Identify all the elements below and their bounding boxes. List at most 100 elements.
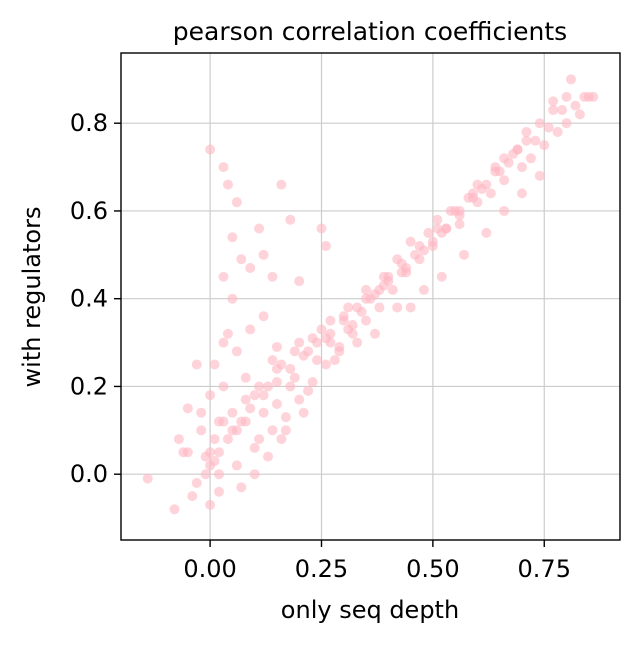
scatter-point xyxy=(285,214,296,225)
x-tick-label: 0.75 xyxy=(518,555,571,583)
scatter-point xyxy=(222,328,233,339)
scatter-point xyxy=(369,328,380,339)
scatter-point xyxy=(548,105,559,116)
scatter-point xyxy=(557,105,568,116)
scatter-point xyxy=(512,144,523,155)
scatter-point xyxy=(276,434,287,445)
scatter-point xyxy=(245,403,256,414)
tick-layer: 0.00 0.25 0.50 0.75 0.0 0.2 0.4 0.6 0.8 xyxy=(70,109,571,583)
scatter-point xyxy=(499,175,510,186)
scatter-point xyxy=(294,337,305,348)
scatter-point xyxy=(570,100,581,111)
point-layer xyxy=(142,74,599,515)
scatter-point xyxy=(249,390,260,401)
scatter-point xyxy=(200,451,211,462)
scatter-point xyxy=(196,407,207,418)
scatter-point xyxy=(396,258,407,269)
scatter-point xyxy=(432,223,443,234)
scatter-point xyxy=(298,407,309,418)
scatter-point xyxy=(574,109,585,120)
y-tick-label: 0.6 xyxy=(70,197,108,225)
plot-frame xyxy=(120,52,621,541)
scatter-point xyxy=(285,381,296,392)
scatter-point xyxy=(196,425,207,436)
scatter-point xyxy=(169,504,180,515)
scatter-point xyxy=(334,346,345,357)
scatter-point xyxy=(205,499,216,510)
scatter-point xyxy=(459,249,470,260)
scatter-point xyxy=(450,205,461,216)
chart-title: pearson correlation coefficients xyxy=(173,17,567,46)
scatter-point xyxy=(142,473,153,484)
scatter-point xyxy=(378,271,389,282)
scatter-point xyxy=(503,157,514,168)
scatter-point xyxy=(401,267,412,278)
scatter-point xyxy=(521,135,532,146)
scatter-point xyxy=(271,398,282,409)
scatter-point xyxy=(267,355,278,366)
scatter-point xyxy=(294,276,305,287)
scatter-point xyxy=(534,170,545,181)
scatter-point xyxy=(320,241,331,252)
scatter-point xyxy=(427,236,438,247)
scatter-point xyxy=(231,346,242,357)
x-tick-label: 0.50 xyxy=(406,555,459,583)
scatter-point xyxy=(405,236,416,247)
scatter-point xyxy=(294,394,305,405)
scatter-point xyxy=(378,280,389,291)
scatter-point xyxy=(236,254,247,265)
scatter-point xyxy=(254,434,265,445)
scatter-point xyxy=(441,223,452,234)
scatter-point xyxy=(267,425,278,436)
scatter-point xyxy=(525,153,536,164)
scatter-point xyxy=(218,337,229,348)
scatter-point xyxy=(222,434,233,445)
scatter-point xyxy=(418,284,429,295)
scatter-point xyxy=(209,434,220,445)
scatter-point xyxy=(338,315,349,326)
scatter-point xyxy=(214,469,225,480)
scatter-point xyxy=(543,122,554,133)
scatter-point xyxy=(254,381,265,392)
scatter-point xyxy=(205,144,216,155)
scatter-point xyxy=(539,140,550,151)
scatter-point xyxy=(552,126,563,137)
x-tick-label: 0.00 xyxy=(183,555,236,583)
scatter-point xyxy=(227,232,238,243)
scatter-point xyxy=(499,205,510,216)
scatter-point xyxy=(307,377,318,388)
scatter-point xyxy=(588,91,599,102)
scatter-point xyxy=(240,394,251,405)
scatter-point xyxy=(231,460,242,471)
scatter-point xyxy=(516,188,527,199)
scatter-point xyxy=(236,482,247,493)
scatter-point xyxy=(218,416,229,427)
scatter-point xyxy=(258,390,269,401)
scatter-point xyxy=(436,271,447,282)
scatter-point xyxy=(361,284,372,295)
scatter-point xyxy=(561,91,572,102)
scatter-point xyxy=(205,390,216,401)
scatter-point xyxy=(285,363,296,374)
scatter-point xyxy=(240,416,251,427)
scatter-point xyxy=(516,162,527,173)
y-tick-label: 0.4 xyxy=(70,285,108,313)
scatter-point xyxy=(316,223,327,234)
scatter-point xyxy=(467,188,478,199)
scatter-point xyxy=(222,179,233,190)
scatter-point xyxy=(218,381,229,392)
scatter-point xyxy=(454,219,465,230)
scatter-point xyxy=(369,289,380,300)
scatter-point xyxy=(307,333,318,344)
scatter-point xyxy=(481,179,492,190)
scatter-point xyxy=(414,241,425,252)
scatter-point xyxy=(254,223,265,234)
scatter-point xyxy=(312,355,323,366)
scatter-point xyxy=(387,284,398,295)
scatter-point xyxy=(227,293,238,304)
scatter-point xyxy=(191,477,202,488)
scatter-point xyxy=(227,425,238,436)
scatter-point xyxy=(423,227,434,238)
